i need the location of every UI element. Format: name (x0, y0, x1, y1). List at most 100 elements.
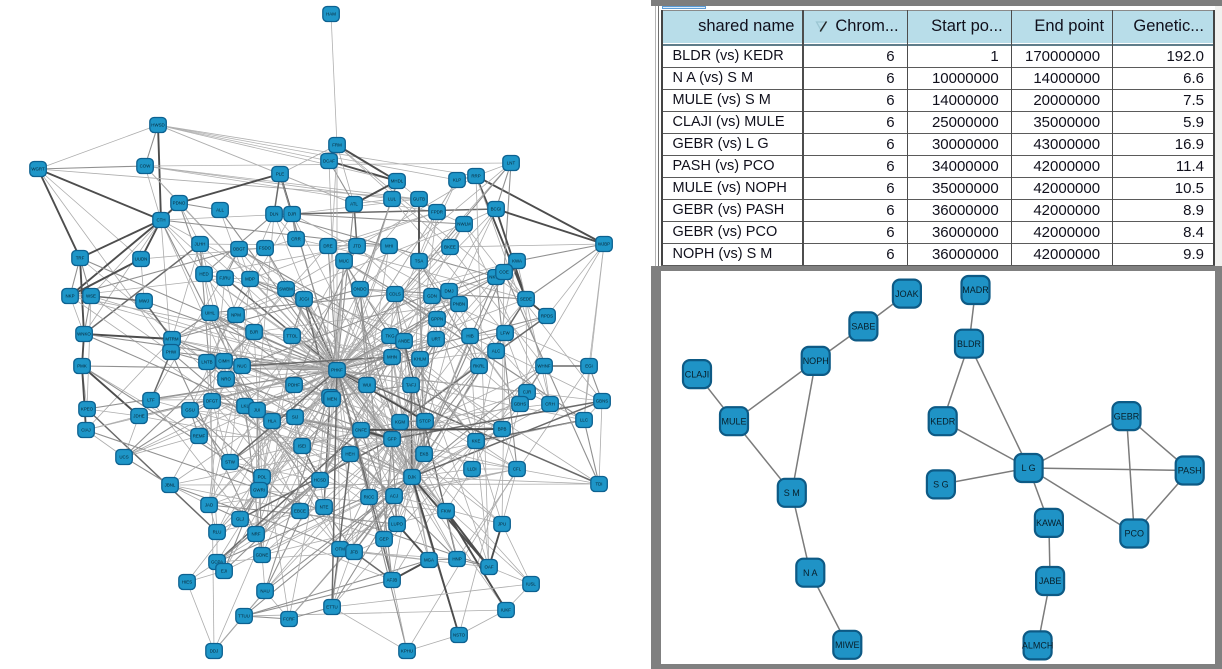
svg-text:EKB: EKB (420, 452, 429, 457)
svg-text:GDNE: GDNE (256, 553, 269, 558)
svg-text:PHW: PHW (166, 350, 177, 355)
svg-text:GFP: GFP (387, 437, 396, 442)
svg-text:CNFE: CNFE (355, 428, 367, 433)
svg-text:KPHU: KPHU (401, 649, 413, 654)
svg-text:OAF: OAF (484, 565, 493, 570)
svg-text:HWSD: HWSD (151, 123, 164, 128)
svg-text:SABE: SABE (851, 322, 875, 332)
svg-text:PLE: PLE (276, 172, 284, 177)
svg-text:DLN: DLN (270, 212, 279, 217)
svg-text:STCP: STCP (419, 419, 431, 424)
svg-text:PCO: PCO (1124, 529, 1144, 539)
svg-text:HNP: HNP (452, 557, 461, 562)
svg-text:ANBE: ANBE (398, 339, 410, 344)
svg-text:GLJ: GLJ (236, 517, 244, 522)
svg-text:UUDN: UUDN (135, 257, 148, 262)
svg-text:NAU: NAU (260, 589, 269, 594)
svg-text:LUL: LUL (388, 197, 397, 202)
svg-text:PMK: PMK (77, 364, 87, 369)
svg-text:DRE: DRE (323, 244, 332, 249)
svg-text:WJBP: WJBP (598, 242, 610, 247)
svg-text:REMF: REMF (193, 434, 206, 439)
svg-text:FSDO: FSDO (259, 246, 272, 251)
svg-text:KGM: KGM (395, 420, 405, 425)
svg-text:TAFJ: TAFJ (406, 383, 416, 388)
svg-text:HEH: HEH (345, 452, 354, 457)
svg-text:NUC: NUC (237, 364, 247, 369)
svg-text:HIB: HIB (466, 334, 473, 339)
svg-text:MIWE: MIWE (835, 640, 860, 650)
svg-text:AFJB: AFJB (387, 578, 398, 583)
svg-text:JCGI: JCGI (299, 297, 309, 302)
svg-text:LKL: LKL (241, 404, 249, 409)
svg-text:FRM: FRM (332, 143, 342, 148)
svg-text:CTH: CTH (156, 218, 165, 223)
svg-text:WUI: WUI (363, 383, 372, 388)
svg-text:RICC: RICC (364, 495, 375, 500)
svg-text:IUKF: IUKF (501, 608, 511, 613)
svg-text:RPDS: RPDS (541, 314, 553, 319)
svg-text:HAM: HAM (326, 12, 336, 17)
svg-text:LUPO: LUPO (391, 522, 404, 527)
svg-text:JAD: JAD (205, 503, 213, 508)
svg-text:KEDR: KEDR (930, 417, 956, 427)
svg-text:ISEI: ISEI (298, 444, 306, 449)
svg-text:MADR: MADR (962, 285, 989, 295)
svg-text:KWA: KWA (512, 259, 522, 264)
svg-text:ATL: ATL (350, 202, 358, 207)
svg-text:TDI: TDI (595, 482, 602, 487)
svg-text:GDN: GDN (427, 294, 437, 299)
svg-text:RLU: RLU (213, 530, 222, 535)
svg-text:MGA: MGA (424, 558, 434, 563)
svg-text:GBHS: GBHS (514, 402, 527, 407)
svg-text:CDLS: CDLS (389, 292, 401, 297)
svg-text:LLC: LLC (580, 418, 588, 423)
svg-text:KLP: KLP (453, 178, 461, 183)
svg-text:JLHH: JLHH (195, 242, 206, 247)
svg-text:DJK: DJK (408, 475, 416, 480)
svg-text:GSU: GSU (185, 408, 195, 413)
svg-text:JOAK: JOAK (895, 289, 919, 299)
svg-text:LTF: LTF (147, 398, 155, 403)
svg-text:KKE: KKE (472, 439, 481, 444)
svg-text:CFL: CFL (513, 467, 522, 472)
svg-text:LNTB: LNTB (201, 360, 212, 365)
svg-text:NTE: NTE (320, 505, 329, 510)
svg-text:PHKF: PHKF (331, 368, 343, 373)
svg-text:LNT: LNT (507, 161, 516, 166)
svg-text:GPPN: GPPN (431, 317, 443, 322)
svg-text:GBNS: GBNS (596, 399, 609, 404)
svg-text:NRF: NRF (251, 532, 260, 537)
svg-text:COE: COE (499, 270, 509, 275)
svg-text:FCRF: FCRF (283, 617, 295, 622)
svg-text:WHNF: WHNF (537, 364, 550, 369)
svg-text:LLDI: LLDI (467, 467, 476, 472)
svg-text:KPEO: KPEO (81, 407, 94, 412)
svg-text:NOPH: NOPH (802, 356, 828, 366)
svg-text:CJR: CJR (523, 390, 532, 395)
svg-text:SEDE: SEDE (520, 297, 532, 302)
svg-text:MULE: MULE (721, 417, 746, 427)
svg-text:PDHF: PDHF (288, 383, 300, 388)
svg-text:DCAF: DCAF (323, 159, 335, 164)
svg-text:FJRU: FJRU (219, 276, 230, 281)
svg-text:OTM: OTM (335, 547, 345, 552)
svg-text:N A: N A (803, 568, 818, 578)
svg-text:COW: COW (140, 164, 152, 169)
svg-text:TRF: TRF (76, 256, 85, 261)
svg-text:S M: S M (783, 488, 799, 498)
svg-text:SWBM: SWBM (279, 287, 293, 292)
svg-text:ONDO: ONDO (353, 287, 367, 292)
svg-text:FKW: FKW (441, 509, 452, 514)
svg-text:BPB: BPB (498, 427, 507, 432)
svg-text:CRR: CRR (291, 237, 301, 242)
svg-text:CLAJI: CLAJI (684, 370, 709, 380)
svg-text:HLA: HLA (268, 419, 277, 424)
svg-text:JPU: JPU (498, 522, 506, 527)
svg-text:MHDL: MHDL (391, 179, 404, 184)
svg-text:WSE: WSE (86, 294, 96, 299)
svg-text:ALL: ALL (216, 208, 224, 213)
svg-text:WGRT: WGRT (31, 167, 45, 172)
svg-text:STW: STW (225, 460, 236, 465)
svg-text:DMJ: DMJ (444, 289, 453, 294)
